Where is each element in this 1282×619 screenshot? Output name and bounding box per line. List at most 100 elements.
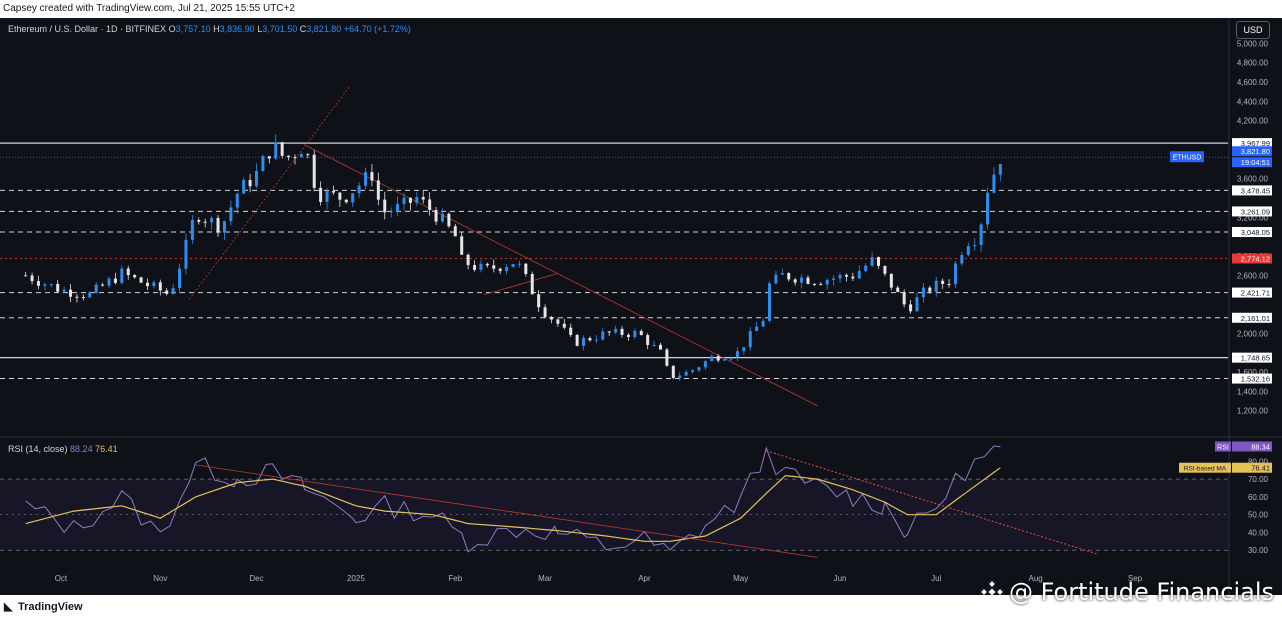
candle-body	[633, 330, 637, 337]
candle-body	[88, 292, 92, 298]
trend-line	[188, 86, 350, 300]
candle-body	[646, 335, 650, 345]
candle-body	[652, 344, 656, 346]
candle-body	[267, 156, 271, 159]
candle-body	[274, 142, 278, 159]
ticker-tag-box	[1170, 151, 1204, 163]
candle-body	[844, 274, 848, 277]
y-tick-label: 3,200.00	[1237, 213, 1269, 222]
candle-body	[133, 275, 137, 278]
candle-body	[549, 317, 553, 320]
candle-body	[588, 338, 592, 341]
candle-body	[678, 375, 682, 378]
candle-body	[485, 263, 489, 266]
candle-body	[396, 203, 400, 212]
candle-body	[748, 331, 752, 348]
candle-body	[229, 207, 233, 222]
y-tick-label: 1,200.00	[1237, 407, 1269, 416]
candle-body	[421, 197, 425, 200]
y-tick-label: 4,200.00	[1237, 117, 1269, 126]
candle-body	[511, 264, 515, 268]
candle-body	[710, 356, 714, 362]
candle-body	[556, 319, 560, 324]
symbol-name[interactable]: Ethereum / U.S. Dollar · 1D · BITFINEX	[8, 24, 167, 34]
x-tick-label: Feb	[448, 574, 462, 583]
currency-button[interactable]: USD	[1236, 21, 1270, 39]
candle-body	[703, 361, 707, 368]
candle-body	[729, 357, 733, 360]
candle-body	[216, 217, 220, 233]
candle-body	[793, 279, 797, 283]
candle-body	[787, 273, 791, 280]
rsi-y-tick: 50.00	[1248, 511, 1269, 520]
candle-body	[838, 274, 842, 279]
candle-body	[941, 280, 945, 284]
candle-body	[986, 192, 990, 225]
l-value: 3,701.50	[262, 24, 298, 34]
price-label-box	[1232, 253, 1272, 264]
credit-bar: Capsey created with TradingView.com, Jul…	[0, 0, 1282, 18]
rsi-tag-box	[1215, 441, 1231, 452]
price-label-box	[1232, 352, 1272, 363]
candle-body	[543, 307, 547, 318]
x-tick-label: Oct	[55, 574, 68, 583]
rsi-y-tick: 40.00	[1248, 528, 1269, 537]
candle-body	[992, 174, 996, 193]
candle-body	[152, 282, 156, 287]
c-value: 3,821.80	[306, 24, 342, 34]
candle-body	[255, 171, 259, 187]
candle-body	[562, 323, 566, 328]
candle-body	[222, 221, 226, 233]
rsi-name[interactable]: RSI (14, close)	[8, 444, 68, 454]
candle-body	[190, 220, 194, 240]
price-label: 1,748.65	[1241, 354, 1270, 363]
candle-body	[331, 191, 335, 193]
x-tick-label: Dec	[249, 574, 263, 583]
price-label-box	[1232, 138, 1272, 149]
l-label: L	[257, 24, 263, 34]
candle-body	[312, 154, 316, 188]
candle-body	[460, 236, 464, 255]
y-tick-label: 1,600.00	[1237, 368, 1269, 377]
candle-body	[768, 283, 772, 321]
h-value: 3,836.90	[219, 24, 255, 34]
x-tick-label: Jun	[834, 574, 847, 583]
price-label: 3,821.80	[1241, 147, 1270, 156]
rsi-y-tick: 60.00	[1248, 493, 1269, 502]
x-tick-label: Nov	[153, 574, 167, 583]
candle-body	[49, 283, 53, 285]
candle-body	[197, 220, 201, 222]
candle-body	[825, 279, 829, 285]
trend-line	[484, 273, 559, 296]
tradingview-icon: ◣	[4, 601, 13, 613]
candle-body	[877, 257, 881, 266]
rsi-value-label: 88.34	[1251, 443, 1270, 452]
candle-body	[158, 282, 162, 291]
price-label-box	[1232, 373, 1272, 384]
x-tick-label: May	[733, 574, 748, 583]
candle-body	[24, 275, 28, 277]
y-tick-label: 4,600.00	[1237, 78, 1269, 87]
candle-body	[178, 268, 182, 289]
price-label-box	[1232, 227, 1272, 238]
candle-body	[864, 265, 868, 272]
price-label: 2,774.12	[1241, 255, 1270, 264]
ma-tag-box	[1179, 462, 1231, 473]
y-tick-label: 5,000.00	[1237, 39, 1269, 48]
candle-body	[235, 193, 239, 208]
candle-body	[492, 265, 496, 269]
x-tick-label: Sep	[1128, 574, 1143, 583]
candle-body	[498, 268, 502, 272]
candle-body	[94, 284, 98, 293]
tradingview-logo[interactable]: ◣ TradingView	[4, 595, 83, 619]
candle-body	[723, 359, 727, 361]
ma-value-label: 76.41	[1251, 464, 1270, 473]
ticker-tag: ETHUSD	[1173, 155, 1202, 162]
candle-body	[184, 239, 188, 269]
candle-body	[947, 283, 951, 285]
chart-frame[interactable]	[0, 18, 1282, 595]
watermark: @ Fortitude Financials	[981, 572, 1274, 612]
candle-body	[921, 287, 925, 298]
price-label-box	[1232, 206, 1272, 217]
